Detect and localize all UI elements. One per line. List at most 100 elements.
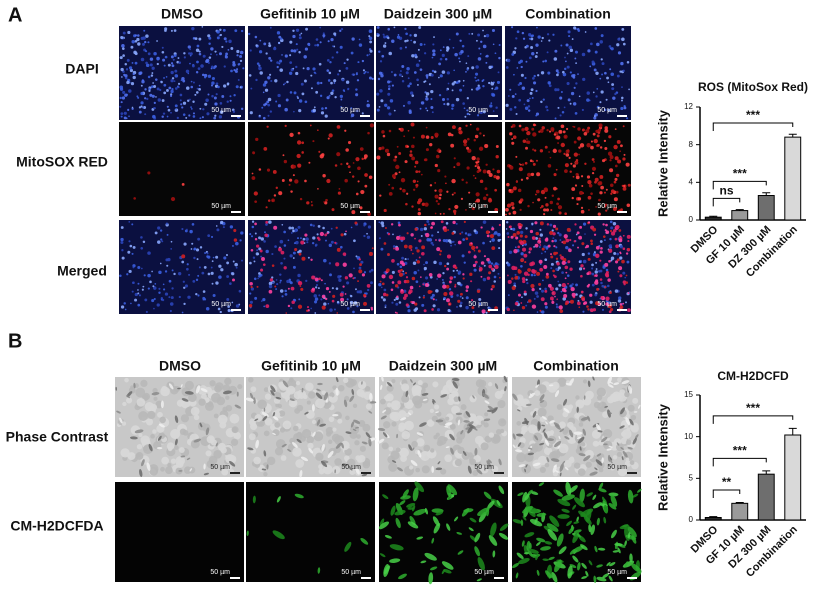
- cell: [411, 440, 418, 448]
- cell: [552, 33, 555, 36]
- cell: [440, 220, 444, 224]
- cell: [264, 393, 272, 400]
- cell: [483, 418, 491, 422]
- cell: [511, 26, 514, 29]
- cell: [539, 442, 545, 446]
- cell: [573, 152, 578, 157]
- cell: [442, 238, 446, 243]
- cell: [186, 267, 189, 271]
- cell: [294, 493, 304, 499]
- cell: [422, 398, 428, 401]
- cell: [174, 438, 178, 446]
- cell: [602, 429, 613, 439]
- cell: [477, 507, 490, 517]
- cell: [270, 79, 273, 83]
- cell: [357, 280, 359, 283]
- cell: [438, 76, 440, 79]
- cell: [493, 231, 498, 235]
- cell: [507, 263, 511, 267]
- cell: [549, 515, 560, 527]
- cell: [164, 55, 168, 59]
- cell: [520, 252, 524, 256]
- cell: [424, 223, 427, 227]
- cell: [352, 403, 358, 408]
- cell: [278, 410, 286, 417]
- cell: [512, 433, 516, 440]
- cell: [304, 179, 307, 183]
- cell: [587, 252, 591, 255]
- cell: [533, 245, 535, 248]
- cell: [190, 80, 193, 83]
- cell: [302, 237, 306, 241]
- cell: [542, 558, 549, 561]
- cell: [408, 444, 413, 451]
- cell: [517, 293, 522, 297]
- cell: [384, 42, 387, 45]
- cell: [482, 220, 487, 224]
- cell: [155, 96, 157, 98]
- cell: [546, 523, 559, 532]
- cell: [258, 64, 261, 67]
- cell: [436, 247, 441, 252]
- cell: [381, 282, 385, 286]
- cell: [279, 289, 284, 293]
- cell: [447, 239, 452, 243]
- column-header: DMSO: [159, 358, 201, 374]
- cell: [250, 287, 254, 291]
- cell: [283, 230, 286, 234]
- micrograph: 50 µm: [248, 26, 374, 120]
- cell: [272, 412, 276, 417]
- cell: [236, 54, 239, 57]
- cell: [290, 307, 293, 310]
- cell: [627, 526, 637, 538]
- cell: [545, 272, 549, 276]
- cell: [124, 62, 128, 66]
- cell: [448, 288, 452, 291]
- cell: [333, 82, 336, 84]
- cell: [330, 240, 334, 244]
- cell: [560, 142, 566, 148]
- cell: [312, 236, 316, 240]
- cell: [353, 239, 356, 243]
- cell: [520, 302, 523, 304]
- cell: [604, 405, 608, 408]
- cell: [340, 28, 344, 31]
- cell: [297, 163, 302, 168]
- cell: [607, 409, 611, 418]
- cell: [391, 270, 395, 274]
- cell: [161, 456, 170, 465]
- cell: [564, 436, 570, 440]
- cell: [218, 275, 222, 279]
- cell: [547, 415, 554, 422]
- cell: [598, 488, 607, 493]
- cell: [442, 212, 445, 215]
- cell: [603, 139, 607, 143]
- cell: [263, 42, 267, 46]
- cell: [544, 258, 548, 262]
- cell: [397, 34, 400, 36]
- scale-bar-label: 50 µm: [211, 203, 231, 210]
- cell: [327, 137, 330, 140]
- cell: [120, 226, 124, 229]
- cell: [409, 153, 413, 158]
- cell: [363, 293, 367, 297]
- cell: [516, 67, 519, 69]
- cell: [594, 293, 598, 297]
- cell: [322, 34, 326, 38]
- cell: [453, 396, 460, 403]
- scale-bar-label: 50 µm: [468, 203, 488, 210]
- cell: [361, 59, 365, 63]
- cell: [328, 243, 332, 247]
- cell: [281, 443, 287, 448]
- cell: [398, 73, 402, 77]
- cell: [574, 223, 577, 226]
- cell: [183, 302, 186, 306]
- cell: [384, 272, 387, 275]
- cell: [545, 421, 548, 425]
- cell: [483, 196, 487, 201]
- cell: [345, 66, 349, 70]
- cell: [421, 392, 429, 396]
- cell: [258, 272, 261, 275]
- cell: [353, 301, 358, 305]
- cell: [604, 286, 607, 289]
